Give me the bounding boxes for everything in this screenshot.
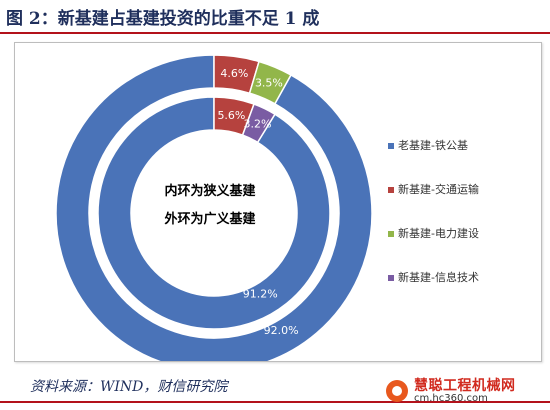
legend-label-1: 新基建-交通运输 [398,182,479,196]
inner-slice-3 [241,103,276,144]
legend-label-3: 新基建-信息技术 [398,270,479,284]
center-text-line-0: 内环为狭义基建 [164,183,255,199]
inner-ring [97,96,331,330]
donut-chart: 92.0% 4.6% 3.5% 91.2% 5.6%3.2% 内环为狭义基建外环为广义基… [55,54,479,372]
legend-label-2: 新基建-电力建设 [398,226,479,240]
outer-ring [55,54,373,372]
figure-title: 图 2：新基建占基建投资的比重不足 1 成 [6,9,320,29]
watermark-name: 慧聪工程机械网 [414,378,516,394]
watermark-logo: 慧聪工程机械网 cm.hc360.com [384,374,546,408]
bottom-rule [0,401,550,403]
outer-slice-0 [55,54,373,372]
watermark-url: cm.hc360.com [414,393,488,404]
outer-slice-label-2: 3.5% [255,77,283,90]
legend-swatch-3 [388,275,394,281]
legend-label-0: 老基建-铁公基 [398,138,468,152]
outer-slice-label-0: 92.0% [264,324,299,337]
source-note: 资料来源：WIND，财信研究院 [30,379,228,395]
inner-slice-0 [97,96,331,330]
outer-slice-label-1: 4.6% [220,67,248,80]
legend-swatch-1 [388,187,394,193]
inner-slice-label-1: 5.6% [217,109,245,122]
inner-slice-label-3: 3.2% [244,118,272,131]
legend-swatch-2 [388,231,394,237]
outer-slice-2 [248,60,292,105]
logo-icon [386,380,408,402]
chart-frame: 92.0% 4.6% 3.5% 91.2% 5.6% 3.2% 内环为狭义基建 外环为广义基… [14,42,542,372]
top-rule [0,32,550,34]
legend-swatch-0 [388,143,394,149]
center-text-line-1: 外环为广义基建 [163,211,255,227]
inner-slice-label-0: 91.2% [243,288,278,301]
slice-labels: 92.0% 4.6% 3.5% 91.2% 5.6%3.2% [217,67,298,337]
